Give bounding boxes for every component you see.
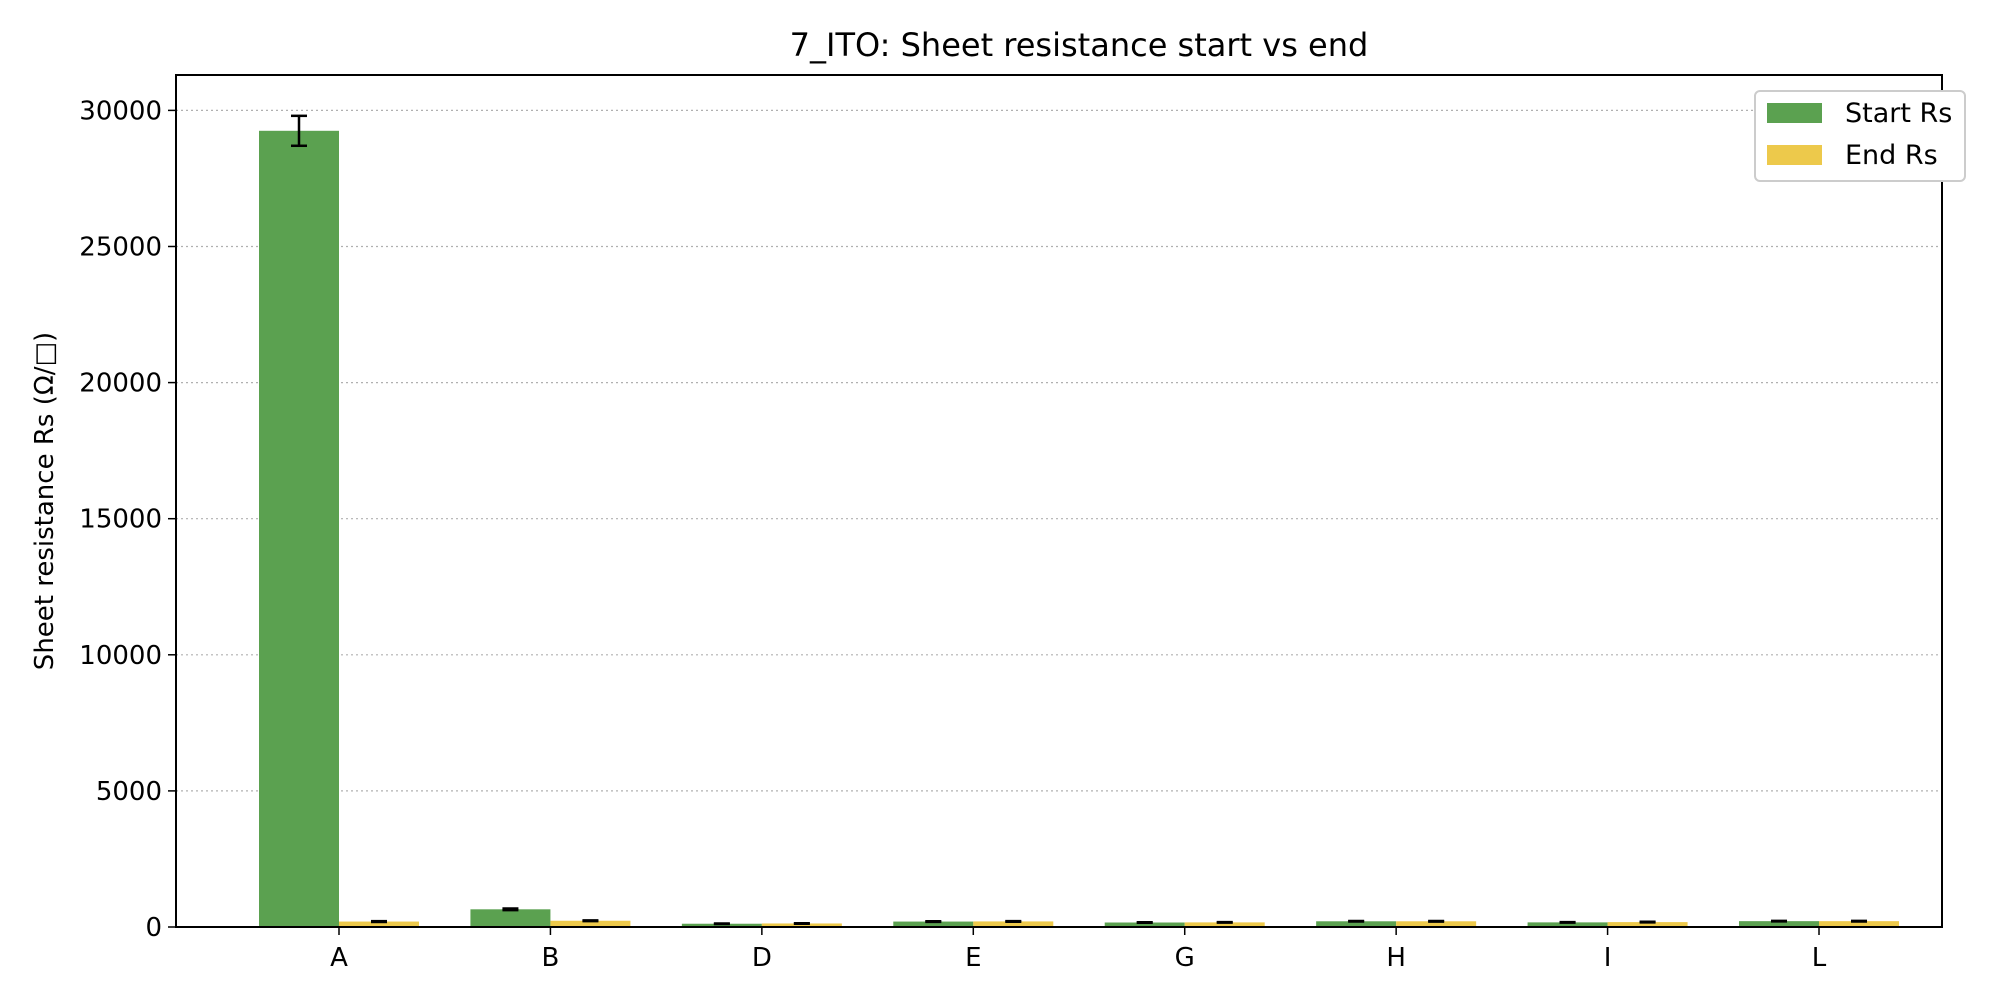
legend-label-start: Start Rs <box>1845 98 1952 129</box>
y-tick-label: 30000 <box>79 96 162 126</box>
x-tick-label: E <box>965 943 981 973</box>
bar-start-A <box>259 130 339 928</box>
x-tick-label: A <box>330 943 348 973</box>
bar-start-G <box>1104 922 1185 927</box>
error-bar-end-H <box>1428 919 1445 923</box>
error-bar-start-D <box>713 922 730 926</box>
y-tick-label: 0 <box>145 913 162 943</box>
error-bar-end-D <box>793 921 810 925</box>
y-tick-label: 5000 <box>96 777 162 807</box>
error-bar-end-L <box>1851 919 1868 923</box>
legend: Start Rs End Rs <box>1754 90 1966 182</box>
grid-lines <box>176 109 1942 792</box>
y-tick-label: 25000 <box>79 232 162 262</box>
error-bar-start-G <box>1136 920 1153 925</box>
error-bar-end-B <box>582 919 599 923</box>
bar-end-H <box>1396 921 1477 927</box>
bars <box>259 130 1900 928</box>
bar-end-I <box>1607 922 1688 927</box>
bar-start-I <box>1527 922 1608 927</box>
legend-label-end: End Rs <box>1845 140 1938 171</box>
x-tick-label: B <box>542 943 560 973</box>
y-axis-label: Sheet resistance Rs (Ω/□) <box>30 332 60 670</box>
error-bar-end-I <box>1639 920 1656 924</box>
x-tick-label: I <box>1604 943 1612 973</box>
error-bar-start-B <box>502 907 519 912</box>
bar-start-L <box>1739 921 1820 927</box>
x-tick-label: L <box>1812 943 1827 973</box>
legend-swatch-end <box>1767 145 1822 165</box>
bar-end-E <box>973 921 1054 927</box>
error-bar-start-L <box>1771 919 1788 923</box>
y-tick-label: 10000 <box>79 641 162 671</box>
error-bar-end-A <box>371 919 387 924</box>
bar-end-A <box>339 921 419 927</box>
bar-start-D <box>681 923 762 927</box>
bar-end-G <box>1184 922 1265 927</box>
bar-end-B <box>550 920 631 927</box>
error-bar-start-H <box>1348 919 1365 923</box>
error-bar-start-I <box>1559 920 1576 924</box>
error-bar-end-G <box>1216 920 1233 924</box>
chart-title: 7_ITO: Sheet resistance start vs end <box>790 26 1369 64</box>
bar-end-L <box>1819 921 1900 927</box>
bar-end-D <box>761 923 842 927</box>
y-axis-ticks: 0 5000 10000 15000 20000 25000 30000 <box>79 96 176 943</box>
error-bar-start-A <box>291 114 307 148</box>
legend-swatch-start <box>1767 103 1822 123</box>
y-tick-label: 15000 <box>79 505 162 535</box>
x-tick-label: D <box>752 943 772 973</box>
y-tick-label: 20000 <box>79 369 162 399</box>
error-bar-start-E <box>925 919 942 924</box>
bar-start-H <box>1316 921 1397 927</box>
x-tick-label: G <box>1175 943 1195 973</box>
bar-start-E <box>893 921 974 927</box>
plot-frame <box>175 74 1943 928</box>
x-tick-label: H <box>1386 943 1406 973</box>
error-bars <box>291 114 1868 926</box>
bar-start-B <box>470 909 551 927</box>
error-bar-end-E <box>1005 919 1022 923</box>
